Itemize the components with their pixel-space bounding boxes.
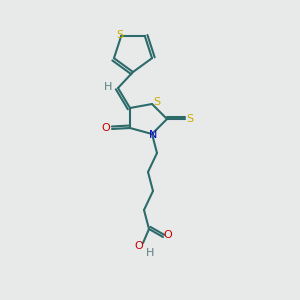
- Text: S: S: [153, 97, 161, 107]
- Text: O: O: [164, 230, 172, 240]
- Text: S: S: [117, 30, 124, 40]
- Text: O: O: [102, 123, 110, 133]
- Text: S: S: [186, 114, 194, 124]
- Text: N: N: [149, 130, 157, 140]
- Text: O: O: [135, 241, 143, 251]
- Text: H: H: [104, 82, 112, 92]
- Text: H: H: [146, 248, 154, 258]
